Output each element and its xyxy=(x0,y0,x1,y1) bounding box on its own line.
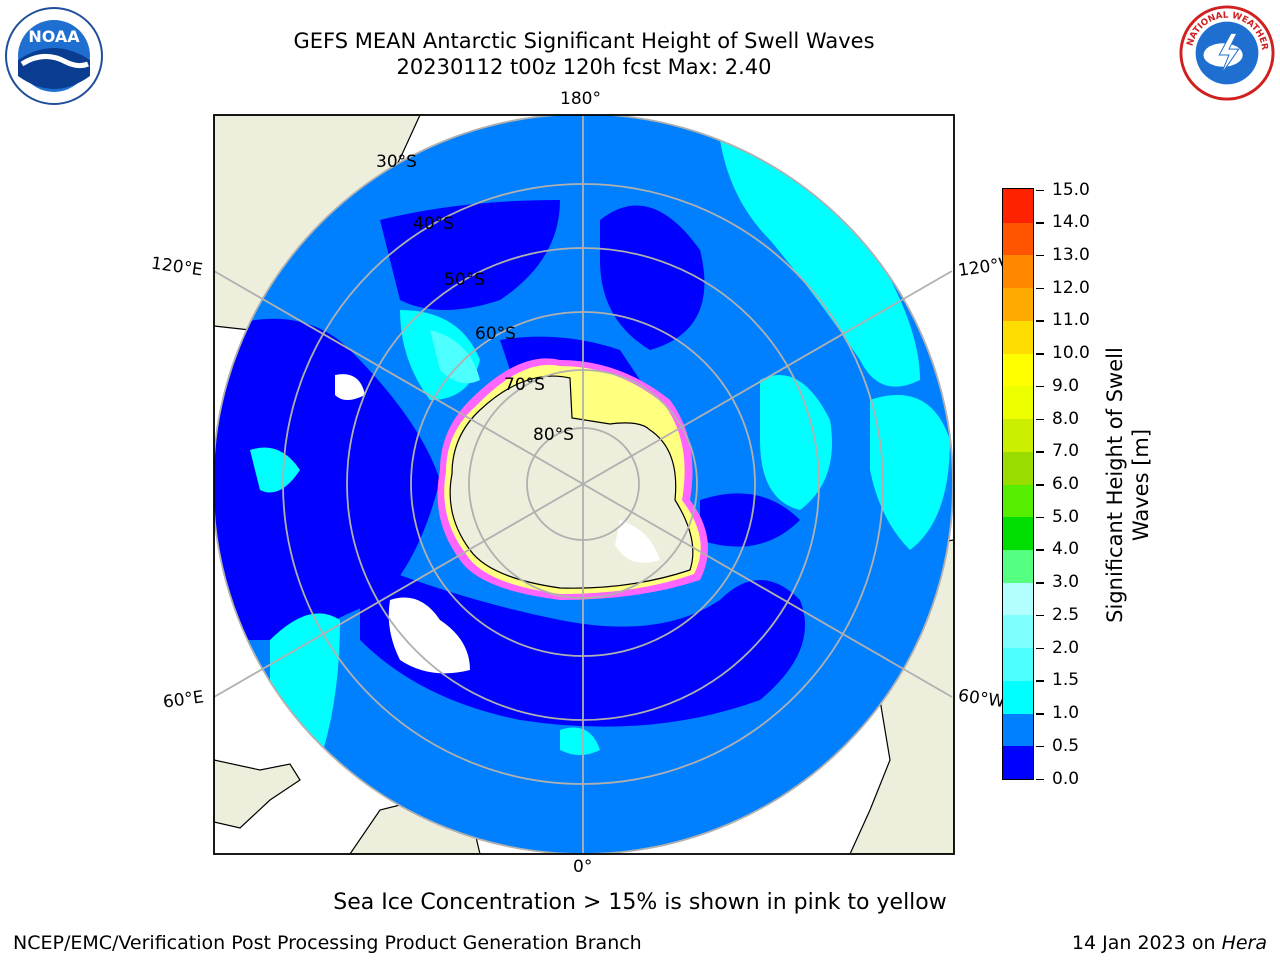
colorbar-segment xyxy=(1003,418,1033,452)
colorbar-tick-label: 6.0 xyxy=(1052,474,1080,494)
lat-label-40s: 40°S xyxy=(413,214,454,234)
lat-label-60s: 60°S xyxy=(475,324,516,344)
colorbar-segment xyxy=(1003,614,1033,649)
colorbar-tick xyxy=(1036,254,1044,257)
colorbar-segment xyxy=(1003,385,1033,420)
colorbar-segment xyxy=(1003,549,1033,583)
colorbar-tick-label: 8.0 xyxy=(1052,408,1080,429)
colorbar-tick-label: 10.0 xyxy=(1052,343,1090,364)
colorbar-tick-label: 14.0 xyxy=(1052,212,1090,233)
colorbar-tick-label: 9.0 xyxy=(1052,375,1080,396)
sea-ice-note: Sea Ice Concentration > 15% is shown in … xyxy=(333,890,947,915)
colorbar-tick xyxy=(1036,614,1044,617)
colorbar-segment xyxy=(1003,483,1033,518)
lat-label-30s: 30°S xyxy=(376,152,417,172)
colorbar-tick xyxy=(1036,385,1044,388)
colorbar-tick-label: 1.5 xyxy=(1052,670,1080,691)
colorbar-tick-label: 7.0 xyxy=(1052,441,1080,462)
colorbar-tick-label: 2.0 xyxy=(1052,637,1080,658)
colorbar-tick xyxy=(1036,549,1044,551)
colorbar-segment xyxy=(1003,582,1033,616)
colorbar-segment xyxy=(1003,451,1033,485)
colorbar-tick-label: 11.0 xyxy=(1052,310,1090,331)
colorbar-segment xyxy=(1003,745,1033,779)
chart-title: GEFS MEAN Antarctic Significant Height o… xyxy=(293,29,875,53)
colorbar-tick xyxy=(1036,582,1044,584)
colorbar-tick-label: 1.0 xyxy=(1052,703,1080,724)
colorbar-tick xyxy=(1036,647,1044,650)
colorbar-tick xyxy=(1036,418,1044,421)
colorbar-segment xyxy=(1003,254,1033,289)
colorbar-tick-label: 3.0 xyxy=(1052,572,1080,593)
colorbar-tick-label: 0.0 xyxy=(1052,768,1080,789)
colorbar-segment xyxy=(1003,287,1033,321)
noaa-logo: NOAA xyxy=(5,7,103,105)
lat-label-50s: 50°S xyxy=(444,270,485,290)
colorbar-segment xyxy=(1003,353,1033,387)
colorbar-segment xyxy=(1003,516,1033,550)
colorbar-tick xyxy=(1036,713,1044,715)
lon-label-0: 0° xyxy=(573,857,593,877)
footer-date: 14 Jan 2023 on Hera xyxy=(1072,932,1267,954)
noaa-logo-text: NOAA xyxy=(28,27,80,46)
colorbar-tick xyxy=(1036,680,1044,682)
colorbar-tick xyxy=(1036,451,1044,453)
colorbar-tick xyxy=(1036,745,1044,748)
footer-host: Hera xyxy=(1221,932,1267,954)
colorbar-tick-label: 4.0 xyxy=(1052,539,1080,560)
map-frame xyxy=(213,114,955,855)
colorbar-tick-label: 0.5 xyxy=(1052,735,1080,756)
colorbar-segment xyxy=(1003,712,1033,747)
colorbar-tick xyxy=(1036,287,1044,290)
lat-label-70s: 70°S xyxy=(504,375,545,395)
colorbar-tick-label: 2.5 xyxy=(1052,604,1080,625)
footer-date-text: 14 Jan 2023 on xyxy=(1071,932,1222,954)
colorbar-tick xyxy=(1036,320,1044,322)
footer-branch: NCEP/EMC/Verification Post Processing Pr… xyxy=(13,932,642,954)
colorbar-tick-label: 12.0 xyxy=(1052,277,1090,298)
colorbar-segment xyxy=(1003,189,1033,223)
colorbar-segment xyxy=(1003,680,1033,714)
colorbar-segment xyxy=(1003,647,1033,681)
colorbar-label: Significant Height of Swell Waves [m] xyxy=(1103,347,1153,623)
colorbar-tick xyxy=(1036,778,1044,780)
colorbar xyxy=(1002,188,1034,780)
colorbar-segment xyxy=(1003,320,1033,354)
lat-label-80s: 80°S xyxy=(533,425,574,445)
colorbar-tick xyxy=(1036,353,1044,355)
chart-subtitle: 20230112 t00z 120h fcst Max: 2.40 xyxy=(396,55,772,79)
colorbar-tick xyxy=(1036,189,1044,191)
colorbar-tick-label: 5.0 xyxy=(1052,506,1080,527)
colorbar-tick xyxy=(1036,222,1044,224)
africa-land xyxy=(214,759,301,829)
nws-logo: NATIONAL WEATHER SERVICE xyxy=(1178,4,1275,101)
colorbar-tick xyxy=(1036,484,1044,486)
colorbar-tick xyxy=(1036,516,1044,519)
colorbar-tick-label: 13.0 xyxy=(1052,244,1090,265)
colorbar-segment xyxy=(1003,222,1033,256)
graticule xyxy=(214,115,954,854)
colorbar-tick-label: 15.0 xyxy=(1052,179,1090,200)
lon-label-180: 180° xyxy=(560,89,601,109)
